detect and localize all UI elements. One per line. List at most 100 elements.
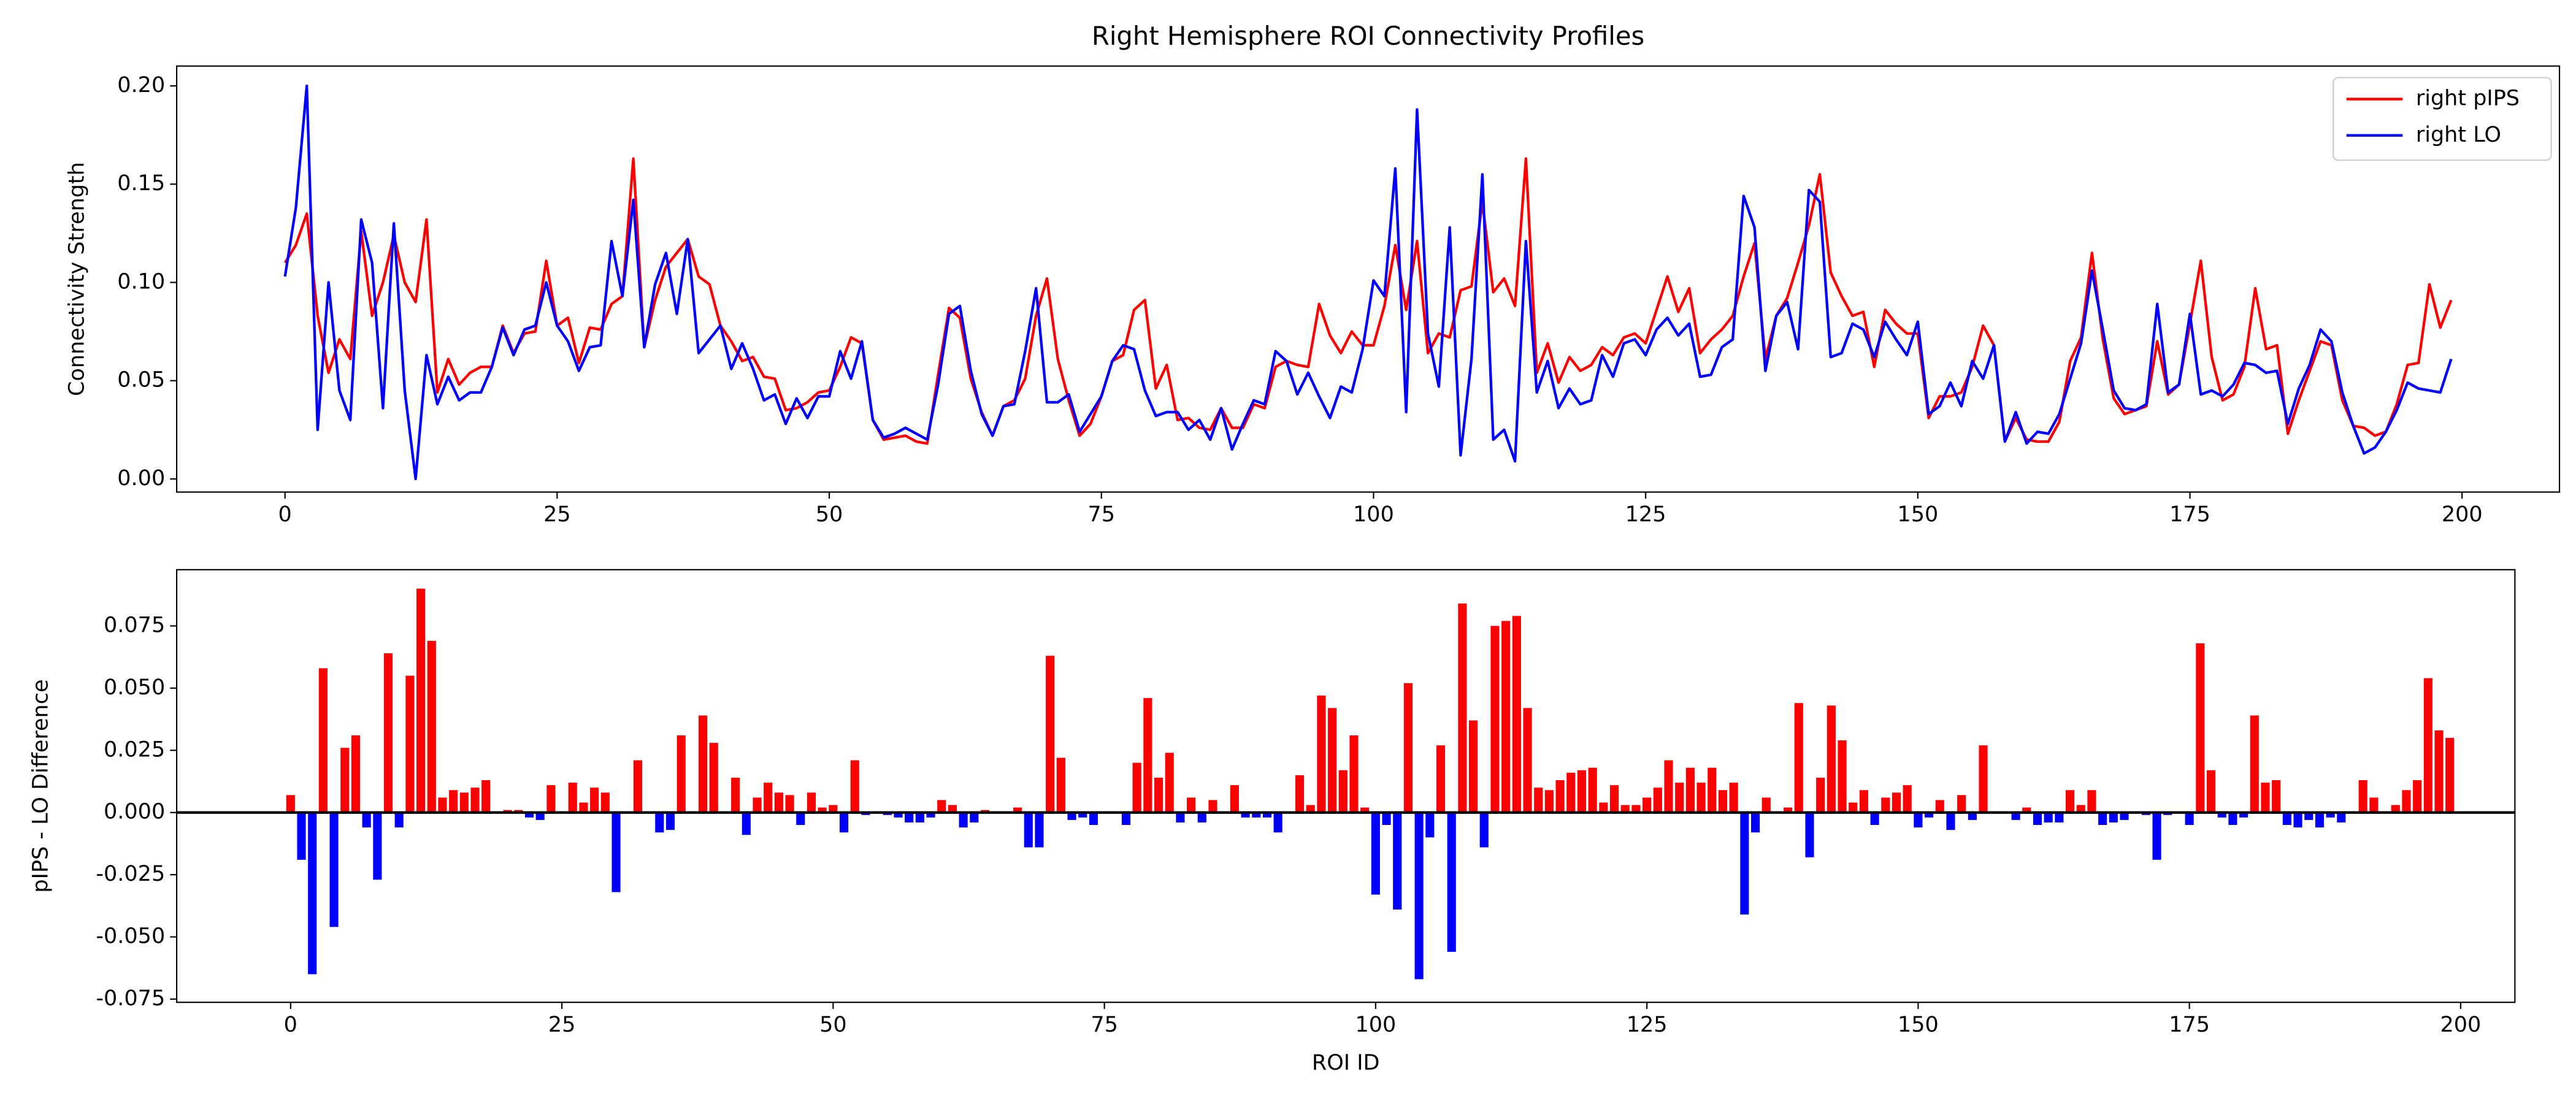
bar xyxy=(698,715,708,813)
x-tick-label: 50 xyxy=(816,502,843,527)
bar xyxy=(1859,790,1869,813)
bar xyxy=(1078,812,1087,818)
bar xyxy=(362,812,371,828)
bar xyxy=(1089,812,1098,826)
bar xyxy=(1555,780,1565,813)
x-tick-label: 125 xyxy=(1627,1013,1668,1037)
legend-label: right LO xyxy=(2416,123,2501,147)
x-tick-label: 0 xyxy=(284,1013,297,1037)
bar xyxy=(1490,626,1500,813)
bar xyxy=(2196,643,2205,813)
bar xyxy=(1761,797,1771,813)
bar xyxy=(1805,812,1814,857)
y-tick-label: 0.05 xyxy=(117,368,165,393)
bar xyxy=(1252,812,1261,818)
bar xyxy=(937,800,946,813)
bar xyxy=(1262,812,1272,818)
bar xyxy=(1544,790,1554,813)
bar xyxy=(1512,616,1521,813)
bar xyxy=(1187,797,1196,813)
bar xyxy=(600,792,610,813)
bar xyxy=(1849,802,1858,813)
bar xyxy=(1349,735,1359,813)
x-tick-label: 150 xyxy=(1898,1013,1939,1037)
bar xyxy=(535,812,545,820)
bar xyxy=(2011,812,2020,820)
bar xyxy=(1425,812,1435,838)
bar xyxy=(2120,812,2129,820)
bar xyxy=(2109,812,2118,822)
bar xyxy=(1653,788,1662,813)
plot-frame xyxy=(176,65,2561,493)
bar xyxy=(1046,656,1055,813)
bar xyxy=(2282,812,2291,826)
y-tick-label: 0.00 xyxy=(117,466,165,491)
bar xyxy=(2423,678,2432,813)
bar xyxy=(308,812,317,975)
bar xyxy=(1154,777,1163,813)
bar xyxy=(1328,708,1337,813)
y-tick-label: 0.050 xyxy=(104,675,165,700)
bar xyxy=(2098,812,2107,826)
x-tick-label: 100 xyxy=(1353,502,1394,527)
bar xyxy=(1121,812,1131,826)
bar xyxy=(1664,760,1673,813)
bar xyxy=(1371,812,1380,895)
bar xyxy=(394,812,404,828)
bar xyxy=(731,777,740,813)
bar xyxy=(427,640,436,813)
bar xyxy=(1903,785,1912,813)
bar xyxy=(774,792,783,813)
bar xyxy=(655,812,664,833)
bar xyxy=(470,788,480,813)
bar xyxy=(2315,812,2325,828)
bar xyxy=(1230,785,1239,813)
bar xyxy=(1360,807,1370,813)
bar xyxy=(1816,777,1825,813)
bar xyxy=(926,812,935,818)
bar xyxy=(1696,783,1706,813)
bar xyxy=(1740,812,1749,915)
bar xyxy=(1957,795,1966,813)
bar xyxy=(524,812,534,818)
bar xyxy=(1827,705,1836,813)
bar xyxy=(329,812,339,927)
bar xyxy=(1588,767,1597,813)
x-tick-label: 175 xyxy=(2169,502,2210,527)
bar xyxy=(1534,788,1543,813)
y-tick-label: -0.075 xyxy=(96,986,165,1011)
x-tick-label: 150 xyxy=(1897,502,1938,527)
bar xyxy=(2337,812,2346,822)
bar xyxy=(416,588,426,813)
bar xyxy=(1643,797,1652,813)
bar xyxy=(1935,800,1944,813)
bar xyxy=(665,812,675,830)
bar xyxy=(438,797,447,813)
x-tick-label: 125 xyxy=(1625,502,1666,527)
bar xyxy=(579,802,588,813)
bar xyxy=(1403,683,1413,813)
x-tick-label: 200 xyxy=(2442,502,2483,527)
bar xyxy=(1979,745,1988,813)
bar xyxy=(2033,812,2042,826)
x-tick-label: 25 xyxy=(543,502,571,527)
bar xyxy=(2152,812,2161,860)
x-tick-label: 50 xyxy=(819,1013,847,1037)
bar xyxy=(1295,775,1305,813)
bar xyxy=(2369,797,2379,813)
bar xyxy=(1479,812,1489,848)
bar xyxy=(1306,805,1315,813)
bar xyxy=(1035,812,1044,848)
bar xyxy=(2304,812,2313,820)
bar xyxy=(1382,812,1391,826)
bar xyxy=(1273,812,1282,833)
y-axis-label: Connectivity Strength xyxy=(65,162,90,396)
plot-frame xyxy=(176,569,2516,1003)
bar xyxy=(1338,770,1347,813)
bar xyxy=(481,780,491,813)
line-series xyxy=(283,157,2453,445)
bar xyxy=(1013,807,1022,813)
bar xyxy=(2065,790,2075,813)
bar xyxy=(1176,812,1185,822)
line-series xyxy=(283,84,2453,481)
